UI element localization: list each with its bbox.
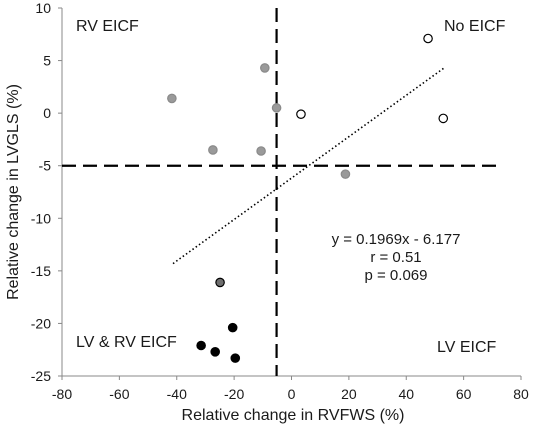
y-tick-label: -25 <box>31 368 51 384</box>
data-point-open <box>423 33 433 44</box>
p-value: p = 0.069 <box>365 267 428 284</box>
data-point-black <box>227 322 238 333</box>
data-point-black <box>230 353 241 363</box>
data-point-light-gray <box>208 145 218 155</box>
x-tick-label: -40 <box>167 386 187 402</box>
x-tick-label: -60 <box>109 386 129 402</box>
data-point-light-gray <box>256 146 266 156</box>
data-points <box>167 33 449 363</box>
data-point-black <box>196 340 206 351</box>
tick-labels: -25 -20 -15 -10 -5 0 5 10 -80 -60 -40 -20 0 20 40 60 80 <box>31 0 529 402</box>
x-tick-label: 60 <box>456 386 472 402</box>
x-tick-label: -80 <box>52 386 72 402</box>
data-point-light-gray <box>260 63 270 73</box>
quadrant-label-top-right: No EICF <box>444 18 506 35</box>
data-point-open <box>438 113 449 124</box>
y-tick-label: -15 <box>31 263 51 279</box>
data-point-light-gray <box>340 169 351 179</box>
regression-equation: y = 0.1969x - 6.177 <box>332 231 461 248</box>
data-point-dark-gray <box>215 277 225 288</box>
x-tick-label: 80 <box>513 386 529 402</box>
y-tick-label: 10 <box>35 0 51 16</box>
correlation-r: r = 0.51 <box>370 249 421 266</box>
data-point-open <box>296 109 306 119</box>
quadrant-label-bottom-right: LV EICF <box>437 339 497 356</box>
y-tick-label: -20 <box>31 315 51 331</box>
x-tick-label: 20 <box>341 386 357 402</box>
x-tick-label: 0 <box>288 386 296 402</box>
y-tick-label: -10 <box>31 210 51 226</box>
x-axis-title: Relative change in RVFWS (%) <box>182 407 405 424</box>
x-tick-label: 40 <box>398 386 414 402</box>
y-axis-title: Relative change in LVGLS (%) <box>5 84 22 300</box>
quadrant-label-bottom-left: LV & RV EICF <box>76 334 177 351</box>
reference-lines <box>62 8 497 376</box>
data-point-light-gray <box>271 103 282 113</box>
y-tick-label: -5 <box>39 158 52 174</box>
data-point-black <box>210 347 220 357</box>
quadrant-label-top-left: RV EICF <box>76 18 139 35</box>
y-tick-label: 0 <box>43 105 51 121</box>
x-tick-label: -20 <box>224 386 244 402</box>
y-tick-label: 5 <box>43 53 51 69</box>
axes <box>58 7 522 380</box>
data-point-light-gray <box>167 93 177 104</box>
